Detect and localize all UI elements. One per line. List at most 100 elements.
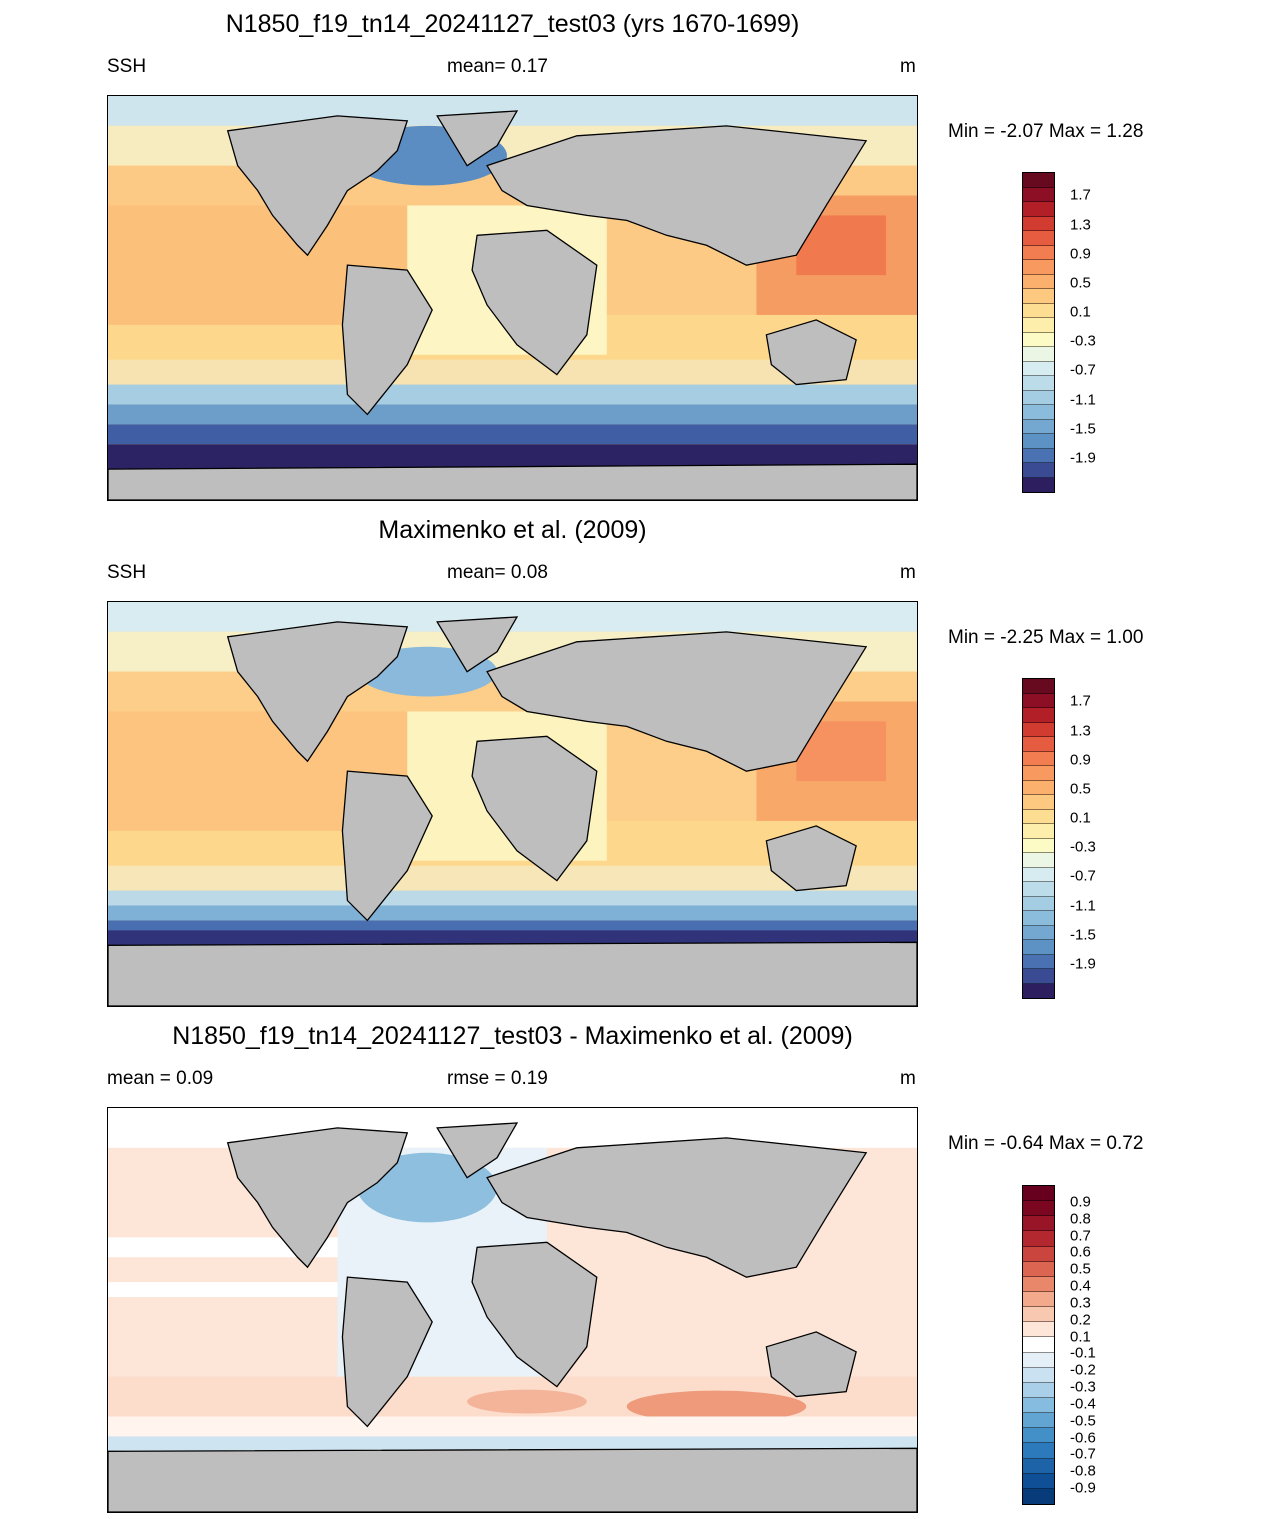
colorbar-tick-label: -1.1	[1070, 897, 1096, 915]
colorbar-segment	[1023, 303, 1054, 318]
colorbar-segment	[1023, 448, 1054, 463]
colorbar-segment	[1023, 1458, 1054, 1474]
panel-2-map-graphic	[108, 602, 917, 1006]
colorbar-tick-label: 1.3	[1070, 216, 1091, 234]
panel-3-units-label: m	[900, 1068, 916, 1089]
colorbar-segment	[1023, 1352, 1054, 1368]
panel-2-minmax: Min = -2.25 Max = 1.00	[948, 627, 1144, 648]
colorbar-tick-label: -1.9	[1070, 955, 1096, 973]
panel-1-title: N1850_f19_tn14_20241127_test03 (yrs 1670…	[225, 10, 800, 38]
acc-band-3	[108, 424, 917, 445]
colorbar-segment	[1023, 1276, 1054, 1292]
colorbar-segment	[1023, 708, 1054, 723]
colorbar-tick-label: -0.7	[1070, 1445, 1096, 1463]
colorbar-tick-label: -0.3	[1070, 1378, 1096, 1396]
colorbar-segment	[1023, 1413, 1054, 1429]
colorbar-segment	[1023, 983, 1054, 998]
panel-2-units-label: m	[900, 562, 916, 583]
colorbar-segment	[1023, 1307, 1054, 1323]
colorbar-segment	[1023, 216, 1054, 231]
colorbar-segment	[1023, 173, 1054, 188]
colorbar-segment	[1023, 318, 1054, 333]
colorbar-tick-label: -0.5	[1070, 1412, 1096, 1430]
colorbar-tick-label: -0.3	[1070, 332, 1096, 350]
colorbar-segment	[1023, 332, 1054, 347]
colorbar-segment	[1023, 405, 1054, 420]
colorbar-segment	[1023, 925, 1054, 940]
colorbar-tick-label: 0.9	[1070, 1193, 1091, 1211]
colorbar-segment	[1023, 1231, 1054, 1247]
colorbar-segment	[1023, 1443, 1054, 1459]
panel-1-map-graphic	[108, 96, 917, 500]
colorbar-segment	[1023, 260, 1054, 275]
panel-2-variable-label: SSH	[107, 562, 147, 583]
colorbar-tick-label: -0.7	[1070, 361, 1096, 379]
colorbar-segment	[1023, 809, 1054, 824]
colorbar-segment	[1023, 376, 1054, 391]
colorbar-tick-label: -0.6	[1070, 1429, 1096, 1447]
colorbar-tick-label: -0.1	[1070, 1344, 1096, 1362]
colorbar-tick-label: 0.1	[1070, 1328, 1091, 1346]
colorbar-tick-label: 0.5	[1070, 274, 1091, 292]
panel-1-minmax: Min = -2.07 Max = 1.28	[948, 121, 1144, 142]
colorbar-tick-label: 0.3	[1070, 1294, 1091, 1312]
colorbar-segment	[1023, 1337, 1054, 1353]
colorbar-tick-label: -1.9	[1070, 449, 1096, 467]
colorbar-segment	[1023, 780, 1054, 795]
panel-2-mean-label: mean= 0.08	[447, 562, 548, 583]
colorbar-segment	[1023, 1428, 1054, 1444]
colorbar-segment	[1023, 1201, 1054, 1217]
colorbar-tick-label: 0.5	[1070, 780, 1091, 798]
panel-3-rmse-label: rmse = 0.19	[447, 1068, 548, 1089]
colorbar-tick-label: 0.4	[1070, 1277, 1091, 1295]
colorbar-segment	[1023, 347, 1054, 362]
colorbar-segment	[1023, 231, 1054, 246]
colorbar-tick-label: 0.6	[1070, 1243, 1091, 1261]
colorbar-segment	[1023, 795, 1054, 810]
colorbar-segment	[1023, 679, 1054, 694]
colorbar-tick-label: -0.2	[1070, 1361, 1096, 1379]
colorbar-tick-label: -1.1	[1070, 391, 1096, 409]
colorbar-segment	[1023, 896, 1054, 911]
colorbar-segment	[1023, 1322, 1054, 1338]
colorbar-segment	[1023, 954, 1054, 969]
colorbar-segment	[1023, 1488, 1054, 1504]
colorbar-tick-label: -0.8	[1070, 1462, 1096, 1480]
panel-3-map	[107, 1107, 918, 1513]
colorbar-segment	[1023, 940, 1054, 955]
colorbar-segment	[1023, 361, 1054, 376]
colorbar-segment	[1023, 463, 1054, 478]
panel-3-mean-label: mean = 0.09	[107, 1068, 214, 1089]
panel-1-units-label: m	[900, 56, 916, 77]
colorbar-segment	[1023, 824, 1054, 839]
colorbar-tick-label: -0.9	[1070, 1479, 1096, 1497]
panel-1-mean-label: mean= 0.17	[447, 56, 548, 77]
colorbar-segment	[1023, 722, 1054, 737]
colorbar-segment	[1023, 1246, 1054, 1262]
colorbar-segment	[1023, 882, 1054, 897]
colorbar-tick-label: -1.5	[1070, 926, 1096, 944]
colorbar-segment	[1023, 1186, 1054, 1202]
colorbar-segment	[1023, 766, 1054, 781]
colorbar-segment	[1023, 838, 1054, 853]
colorbar-tick-label: 0.1	[1070, 303, 1091, 321]
panel-2-title: Maximenko et al. (2009)	[378, 516, 647, 544]
acc-band-2	[108, 404, 917, 425]
panel-2-colorbar	[1022, 678, 1055, 999]
colorbar-segment	[1023, 477, 1054, 492]
colorbar-segment	[1023, 187, 1054, 202]
colorbar-segment	[1023, 1367, 1054, 1383]
panel-3-colorbar	[1022, 1185, 1055, 1505]
colorbar-tick-label: 0.7	[1070, 1227, 1091, 1245]
colorbar-segment	[1023, 245, 1054, 260]
colorbar-segment	[1023, 1216, 1054, 1232]
colorbar-tick-label: 1.7	[1070, 186, 1091, 204]
colorbar-segment	[1023, 274, 1054, 289]
colorbar-tick-label: -0.4	[1070, 1395, 1096, 1413]
colorbar-tick-label: 0.1	[1070, 809, 1091, 827]
colorbar-tick-label: 0.5	[1070, 1260, 1091, 1278]
colorbar-segment	[1023, 867, 1054, 882]
colorbar-tick-label: 0.9	[1070, 245, 1091, 263]
colorbar-tick-label: -0.7	[1070, 867, 1096, 885]
colorbar-segment	[1023, 737, 1054, 752]
